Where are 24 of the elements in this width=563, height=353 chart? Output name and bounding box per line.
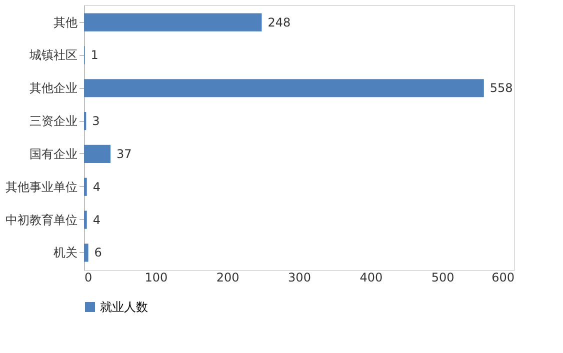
y-tick-label: 其他事业单位 bbox=[6, 180, 78, 194]
data-label: 6 bbox=[94, 246, 102, 260]
x-tick-label: 600 bbox=[492, 270, 514, 284]
x-tick-label: 200 bbox=[216, 270, 240, 284]
data-label: 4 bbox=[92, 180, 101, 194]
y-tick-label: 三资企业 bbox=[30, 114, 78, 128]
y-tick-label: 中初教育单位 bbox=[6, 212, 78, 227]
y-tick-label: 国有企业 bbox=[30, 146, 78, 161]
x-tick-label: 0 bbox=[84, 270, 92, 284]
y-tick-label: 城镇社区 bbox=[28, 48, 78, 62]
x-tick-label: 400 bbox=[360, 270, 383, 284]
data-label: 4 bbox=[92, 212, 101, 227]
legend-label: 就业人数 bbox=[100, 300, 148, 314]
y-tick-label: 其他 bbox=[54, 15, 78, 30]
data-label: 1 bbox=[90, 48, 98, 62]
data-label: 248 bbox=[268, 15, 291, 30]
x-tick-label: 300 bbox=[288, 270, 311, 284]
y-tick-label: 机关 bbox=[54, 246, 78, 260]
data-label: 3 bbox=[92, 114, 100, 128]
x-tick-label: 100 bbox=[144, 270, 168, 284]
y-tick-label: 其他企业 bbox=[30, 81, 78, 96]
data-label: 37 bbox=[116, 146, 132, 161]
x-tick-label: 500 bbox=[431, 270, 454, 284]
data-label: 558 bbox=[490, 81, 513, 96]
